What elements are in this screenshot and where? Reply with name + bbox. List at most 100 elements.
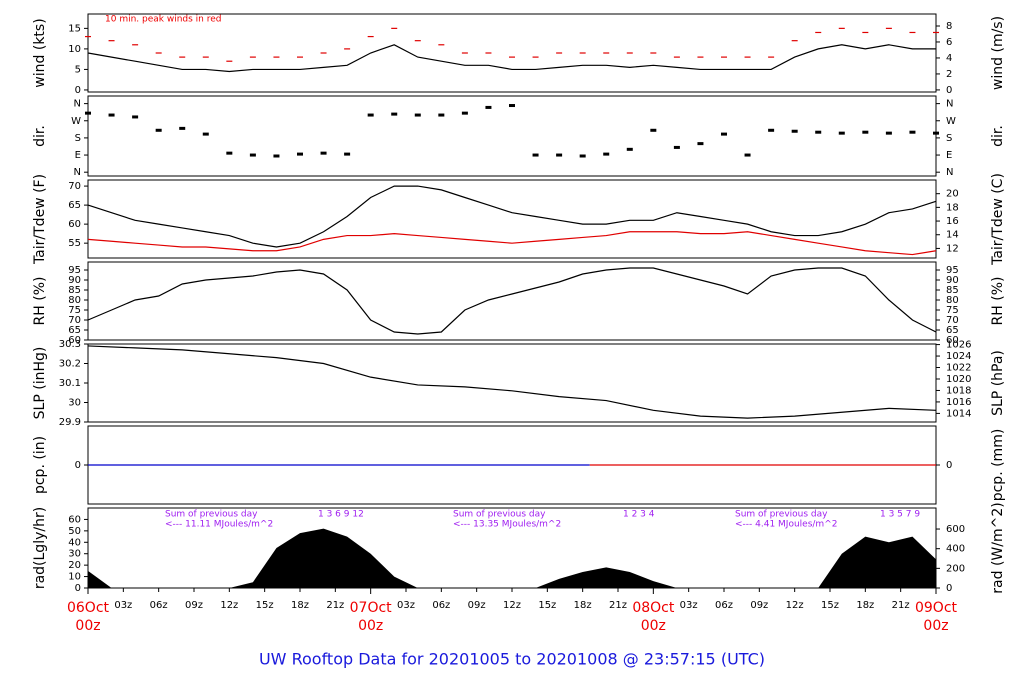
panel-frame — [87, 179, 937, 259]
dir-point — [391, 112, 398, 116]
dir-point — [838, 131, 845, 135]
y2-tick-label: S — [946, 133, 952, 144]
annotation: <--- 13.35 MJoules/m^2 — [453, 520, 561, 530]
x-date-label: 06Oct — [67, 600, 110, 616]
y-tick-label: 29.9 — [59, 417, 81, 428]
y2-tick-label: W — [946, 116, 956, 127]
dir-point — [297, 152, 303, 156]
annotation: <--- 4.41 MJoules/m^2 — [735, 520, 837, 530]
dir-point — [155, 128, 162, 132]
y-tick-label: 30.1 — [59, 378, 81, 389]
dir-point — [461, 111, 468, 115]
y-tick-label: N — [74, 167, 81, 178]
y2-tick-label: 6 — [946, 37, 952, 48]
x-date-label: 08Oct — [632, 600, 675, 616]
y2-tick-label: 20 — [946, 189, 959, 200]
dir-point — [626, 147, 633, 151]
dir-point — [85, 111, 91, 115]
x-date-hour: 00z — [358, 618, 383, 634]
y-tick-label: 60 — [68, 514, 81, 525]
y2-tick-label: 1014 — [946, 408, 971, 419]
y-tick-label: 80 — [68, 295, 81, 306]
y-tick-label: 75 — [68, 305, 81, 316]
dir-point — [414, 113, 421, 117]
dir-point — [768, 128, 775, 132]
rad-area — [88, 528, 936, 588]
y2-tick-label: N — [946, 99, 953, 110]
x-tick-label: 18z — [291, 600, 309, 611]
x-tick-label: 03z — [114, 600, 132, 611]
y2-tick-label: 1020 — [946, 374, 971, 385]
y-tick-label: N — [74, 99, 81, 110]
annotation: 1 2 3 4 — [623, 510, 655, 520]
dir-point — [603, 152, 610, 156]
dir-point — [556, 153, 563, 157]
x-tick-label: 06z — [715, 600, 733, 611]
dir-point — [320, 151, 327, 155]
dir-point — [132, 115, 139, 119]
y2-tick-label: 18 — [946, 202, 959, 213]
x-date-hour: 00z — [923, 618, 948, 634]
x-tick-label: 12z — [503, 600, 521, 611]
y-tick-label: 55 — [68, 238, 81, 249]
y-tick-label: 30.3 — [59, 339, 81, 350]
y2-tick-label: 12 — [946, 243, 959, 254]
annotation: Sum of previous day — [453, 510, 546, 520]
y-tick-label: 15 — [68, 23, 81, 34]
dir-point — [862, 130, 869, 134]
y-tick-label: 40 — [68, 537, 81, 548]
dir-point — [179, 126, 186, 130]
y-tick-label: 30 — [68, 398, 81, 409]
y2-tick-label: 1016 — [946, 397, 971, 408]
x-date-hour: 00z — [641, 618, 666, 634]
dir-point — [791, 129, 798, 133]
x-tick-label: 18z — [856, 600, 874, 611]
x-tick-label: 15z — [821, 600, 839, 611]
y2-tick-label: 8 — [946, 21, 952, 32]
x-tick-label: 21z — [609, 600, 627, 611]
y-tick-label: 70 — [68, 181, 81, 192]
y2-tick-label: 1022 — [946, 363, 971, 374]
y-tick-label: 30 — [68, 549, 81, 560]
y2-axis-label: dir. — [990, 125, 1006, 147]
dir-point — [721, 132, 727, 136]
annotation: 1 3 5 7 9 — [880, 510, 920, 520]
y2-axis-label: RH (%) — [990, 277, 1006, 326]
y-tick-label: 95 — [68, 265, 81, 276]
dir-point — [367, 113, 374, 117]
y-axis-label: rad(Lgly/hr) — [32, 507, 48, 589]
y-tick-label: 30.2 — [59, 359, 81, 370]
y2-tick-label: 80 — [946, 295, 959, 306]
y2-tick-label: E — [946, 150, 952, 161]
dir-point — [509, 104, 515, 108]
y2-axis-label: rad (W/m^2) — [990, 502, 1006, 593]
x-tick-label: 09z — [750, 600, 768, 611]
dir-point — [885, 131, 892, 135]
x-tick-label: 12z — [220, 600, 238, 611]
dir-point — [532, 153, 539, 157]
x-tick-label: 21z — [326, 600, 344, 611]
y-tick-label: 20 — [68, 560, 81, 571]
panel-frame — [87, 95, 937, 177]
y-tick-label: 65 — [68, 200, 81, 211]
dir-point — [202, 132, 209, 136]
y2-tick-label: 60 — [946, 335, 959, 346]
y2-tick-label: 600 — [946, 524, 965, 535]
data-line — [87, 345, 937, 419]
y-tick-label: 0 — [75, 460, 81, 471]
y2-axis-label: Tair/Tdew (C) — [990, 173, 1006, 266]
y2-tick-label: 65 — [946, 325, 959, 336]
panel-frame — [87, 343, 937, 423]
y2-tick-label: 1024 — [946, 351, 971, 362]
y2-axis-label: pcp. (mm) — [990, 429, 1006, 502]
dir-point — [697, 142, 704, 146]
y2-tick-label: 14 — [946, 230, 959, 241]
x-tick-label: 12z — [786, 600, 804, 611]
y2-tick-label: 0 — [946, 583, 952, 594]
dir-point — [226, 151, 233, 155]
chart-title: UW Rooftop Data for 20201005 to 20201008… — [259, 650, 765, 669]
annotation: 1 3 6 9 12 — [318, 510, 364, 520]
x-tick-label: 06z — [150, 600, 168, 611]
x-tick-label: 03z — [680, 600, 698, 611]
annotation: <--- 11.11 MJoules/m^2 — [165, 520, 273, 530]
